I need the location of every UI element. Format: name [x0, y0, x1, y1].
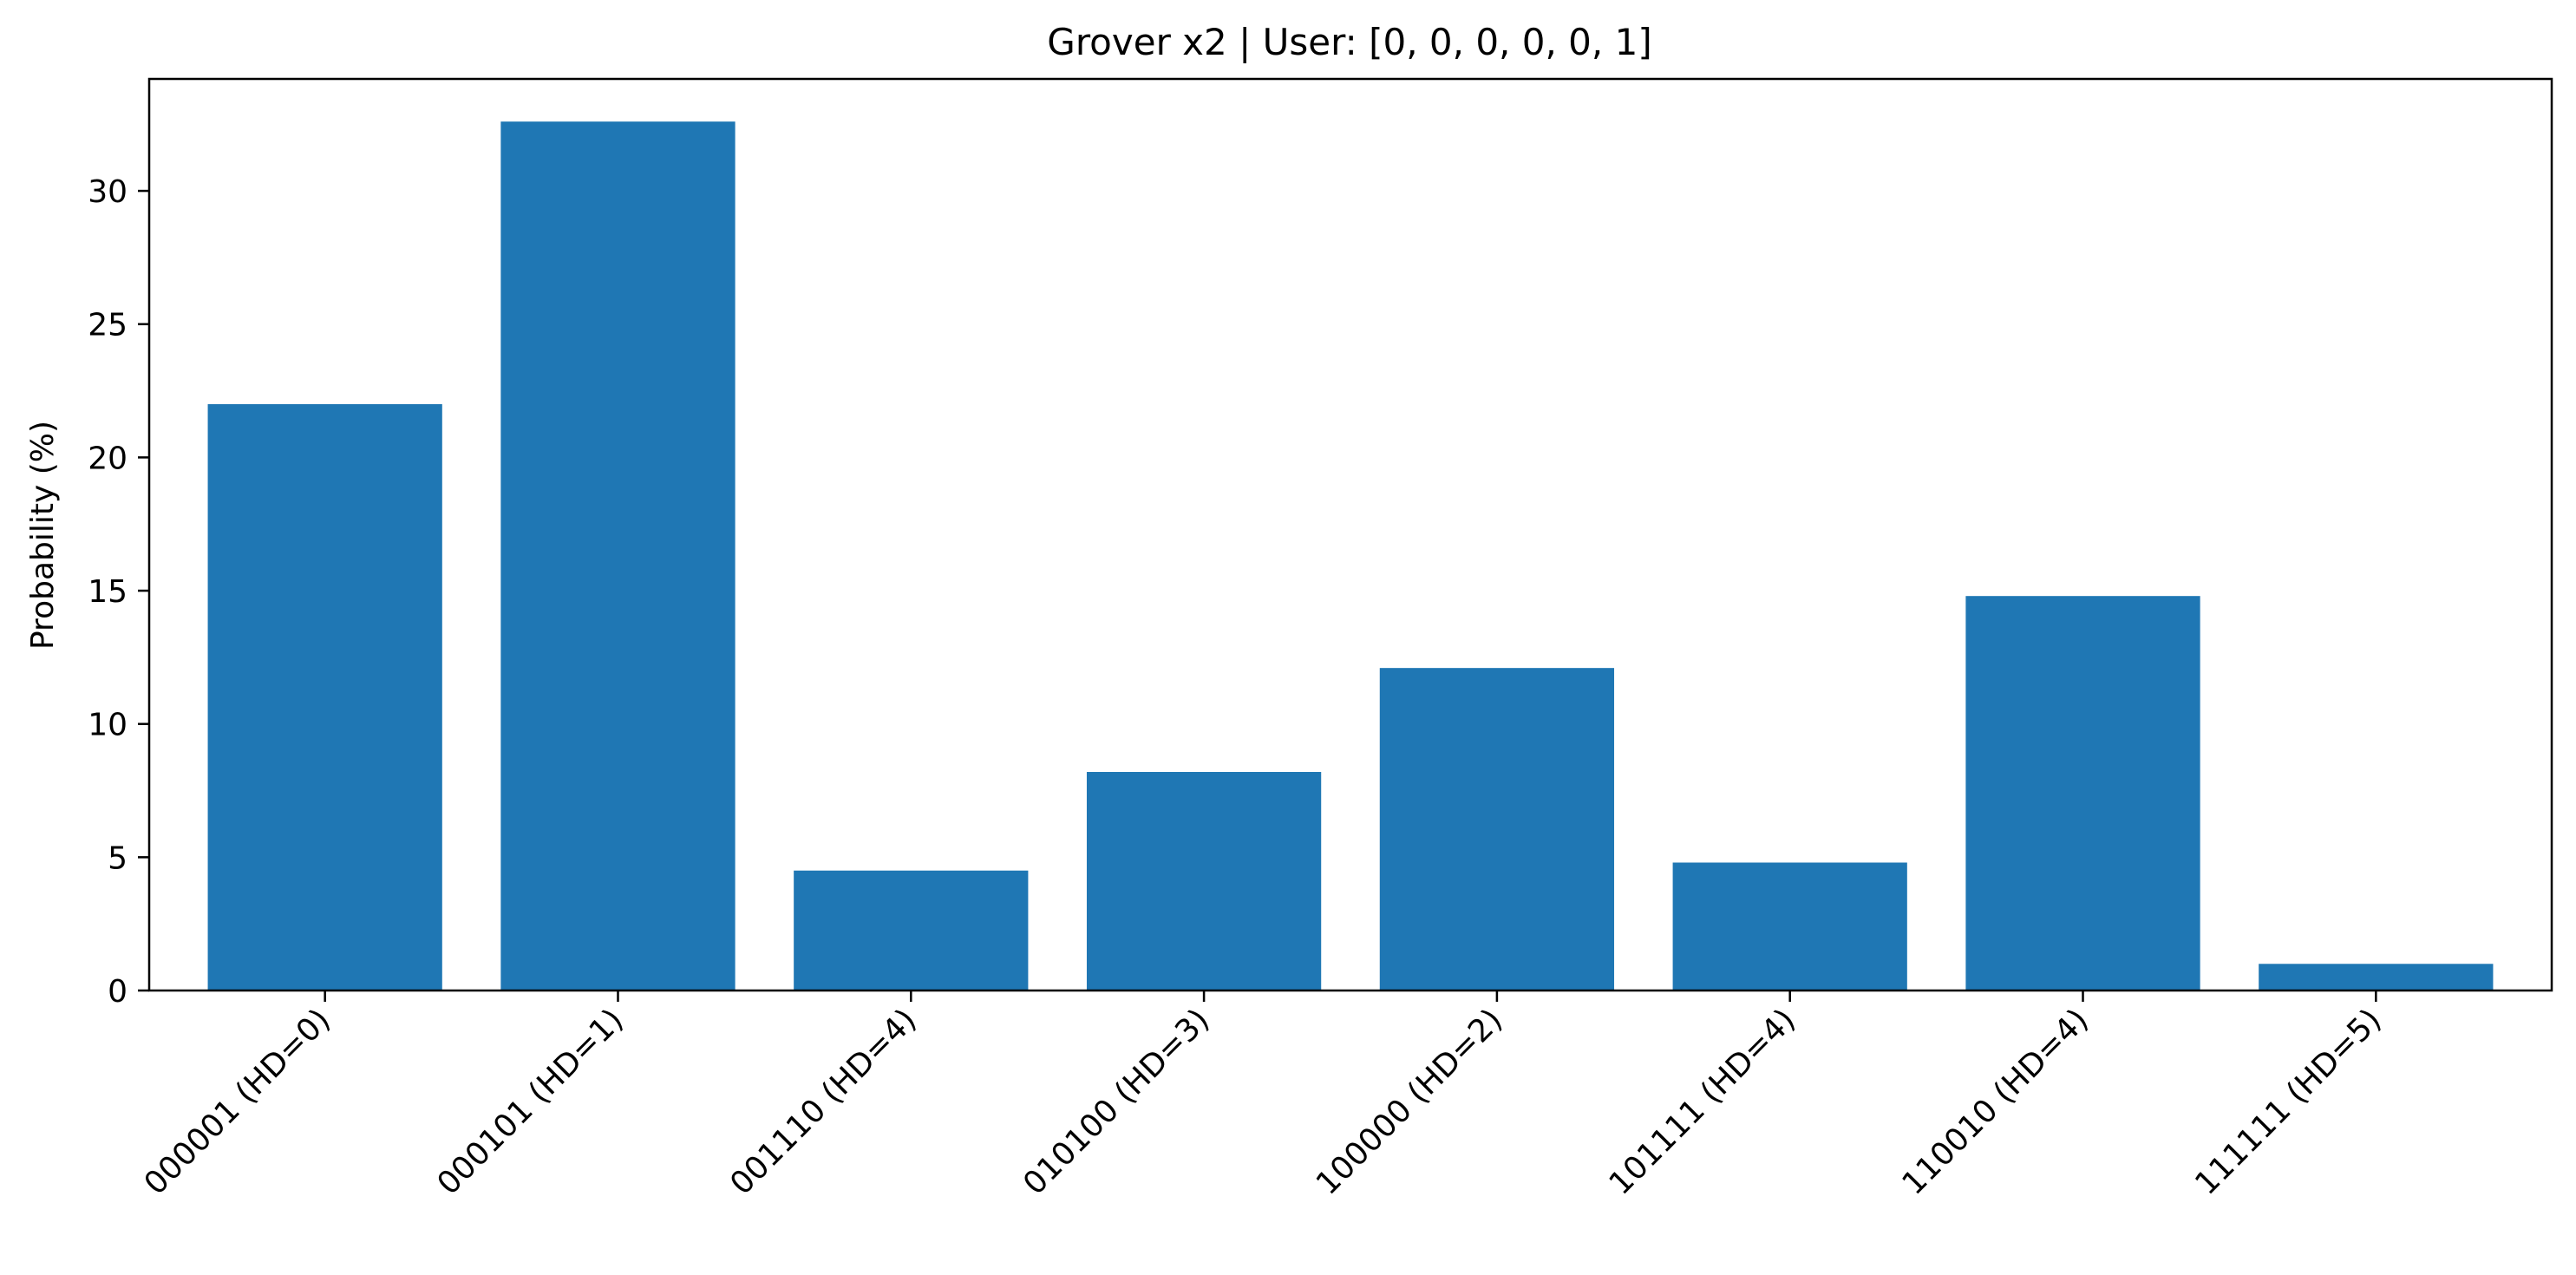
x-tick-label: 010100 (HD=3) [1017, 1002, 1216, 1201]
y-tick-label: 25 [88, 308, 127, 343]
x-axis: 000001 (HD=0) 000101 (HD=1) 001110 (HD=4) 0… [138, 991, 2389, 1202]
x-tick-label: 111111 (HD=5) [2188, 1002, 2388, 1201]
bar-2 [794, 870, 1029, 991]
y-axis: 0 5 10 15 20 25 30 [88, 174, 149, 1010]
x-tick-label: 000101 (HD=1) [430, 1002, 630, 1201]
y-tick-label: 0 [108, 974, 127, 1010]
bar-0 [207, 403, 442, 991]
bars-group [207, 121, 2494, 991]
chart-title: Grover x2 | User: [0, 0, 0, 0, 0, 1] [1047, 21, 1651, 63]
x-tick-label: 000001 (HD=0) [138, 1002, 337, 1201]
plot-frame [147, 77, 2553, 992]
y-tick-label: 15 [88, 574, 127, 610]
x-tick-label: 110010 (HD=4) [1895, 1002, 2095, 1201]
y-tick-label: 20 [88, 441, 127, 476]
y-tick-label: 30 [88, 174, 127, 210]
y-axis-label: Probability (%) [25, 421, 61, 650]
x-tick-label: 001110 (HD=4) [723, 1002, 923, 1201]
x-tick-label: 100000 (HD=2) [1310, 1002, 1509, 1201]
bar-7 [2259, 964, 2494, 991]
bar-5 [1672, 862, 1907, 991]
y-tick-label: 5 [108, 840, 127, 876]
y-tick-label: 10 [88, 708, 127, 743]
bar-3 [1086, 772, 1322, 991]
x-tick-label: 101111 (HD=4) [1603, 1002, 1802, 1201]
bar-1 [500, 121, 736, 991]
bar-6 [1965, 596, 2200, 991]
bar-4 [1379, 668, 1615, 991]
